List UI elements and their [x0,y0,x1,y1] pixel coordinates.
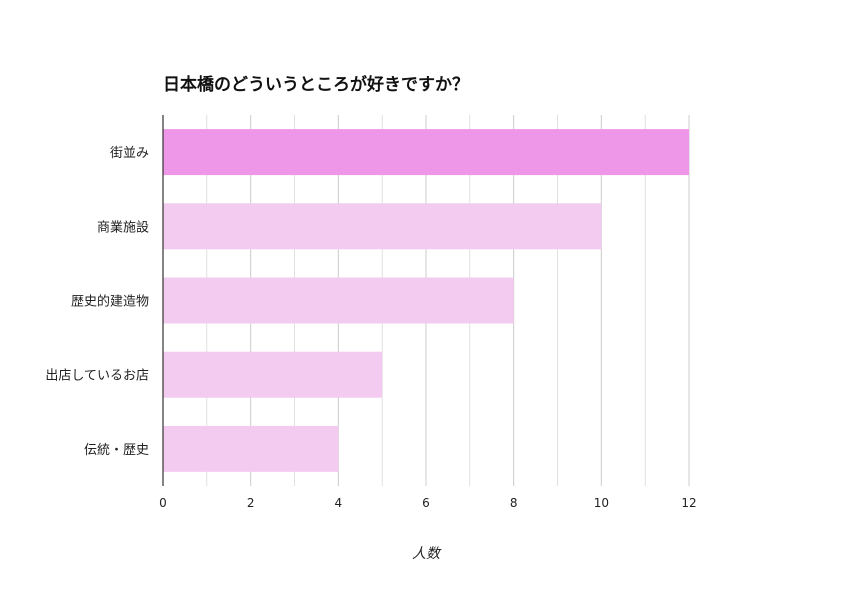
bars [163,129,689,472]
bar [163,203,602,250]
x-tick-label: 12 [681,496,696,510]
x-tick-label: 4 [335,496,343,510]
bar [163,277,514,324]
bar [163,351,383,398]
x-axis-title: 人数 [412,546,442,562]
category-label: 街並み [110,146,149,161]
x-tick-label: 6 [422,496,430,510]
category-label: 歴史的建造物 [71,294,149,310]
x-tick-label: 10 [594,496,609,510]
bar [163,129,689,176]
category-label: 商業施設 [97,219,149,235]
category-label: 伝統・歴史 [84,443,149,458]
bar [163,425,339,472]
x-tick-label: 0 [159,496,167,510]
x-tick-label: 2 [247,496,255,510]
category-label: 出店しているお店 [45,369,149,384]
chart-title: 日本橋のどういうところが好きですか？ [163,75,469,95]
x-tick-label: 8 [510,496,518,510]
